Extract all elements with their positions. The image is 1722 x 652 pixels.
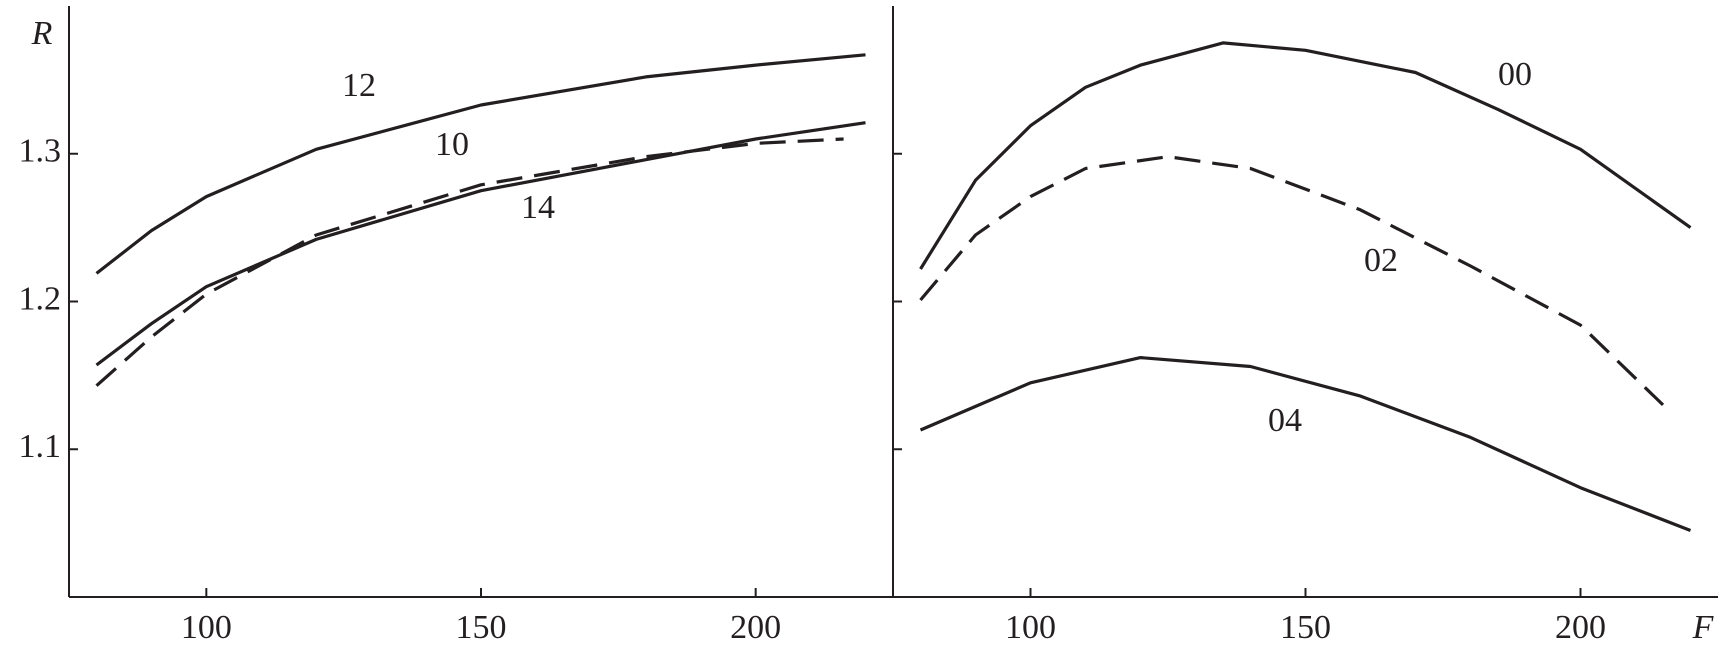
x-tick-label: 200	[1555, 609, 1606, 646]
line-series	[95, 121, 866, 367]
y-tick-label: 1.1	[19, 428, 62, 465]
line-series	[919, 356, 1692, 532]
line-series	[95, 53, 866, 275]
line-series	[95, 137, 844, 387]
x-axis-label: F	[1692, 609, 1715, 646]
y-axis-label: R	[31, 15, 53, 52]
series-label: 12	[342, 67, 376, 104]
y-tick-label: 1.3	[19, 133, 62, 170]
series-label: 00	[1498, 56, 1532, 93]
series-label: 04	[1268, 402, 1302, 439]
x-tick-label: 100	[1005, 609, 1056, 646]
series-label: 02	[1364, 242, 1398, 279]
x-tick-label: 150	[1280, 609, 1331, 646]
series-label: 14	[521, 189, 555, 226]
x-tick-label: 200	[730, 609, 781, 646]
line-series	[919, 155, 1665, 407]
y-tick-label: 1.2	[19, 280, 62, 317]
x-tick-label: 150	[456, 609, 507, 646]
series-label: 10	[435, 126, 469, 163]
line-series	[919, 41, 1692, 270]
x-tick-label: 100	[181, 609, 232, 646]
